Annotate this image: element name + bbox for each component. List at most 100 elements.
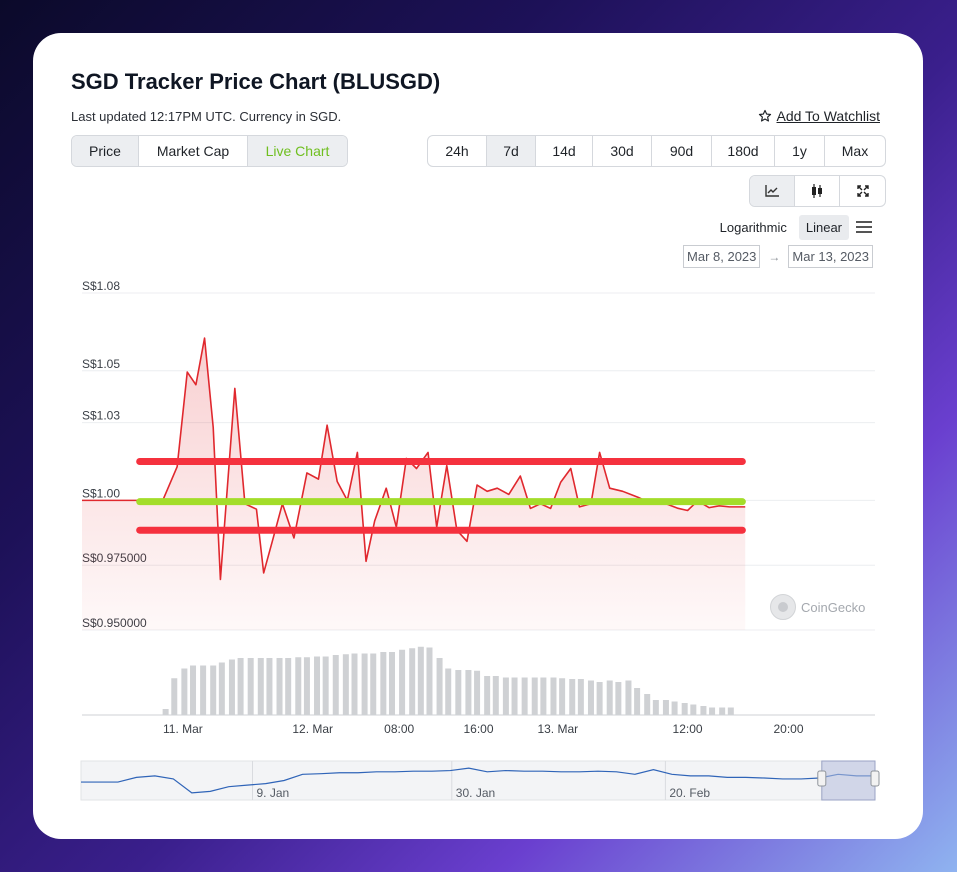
price-area bbox=[82, 338, 746, 630]
volume-bar bbox=[257, 658, 264, 715]
navigator-tick-label: 9. Jan bbox=[257, 786, 290, 800]
range-7d[interactable]: 7d bbox=[487, 136, 536, 166]
candlestick-icon bbox=[812, 184, 822, 198]
volume-bar bbox=[559, 678, 566, 715]
volume-bar bbox=[162, 709, 169, 715]
volume-bar bbox=[540, 677, 547, 715]
x-tick-label: 16:00 bbox=[463, 722, 493, 736]
volume-bar bbox=[200, 665, 207, 715]
volume-bar bbox=[322, 656, 329, 715]
chart-type-toggle bbox=[749, 175, 886, 207]
volume-bar bbox=[388, 652, 395, 715]
volume-bar bbox=[237, 658, 244, 715]
x-tick-label: 20:00 bbox=[773, 722, 803, 736]
x-tick-label: 12. Mar bbox=[292, 722, 333, 736]
navigator-line bbox=[81, 767, 875, 794]
line-chart-button[interactable] bbox=[750, 176, 795, 206]
volume-bar bbox=[417, 646, 424, 715]
volume-bar bbox=[276, 658, 283, 715]
scale-logarithmic[interactable]: Logarithmic bbox=[719, 220, 787, 235]
volume-bar bbox=[351, 653, 358, 715]
volume-bar bbox=[210, 665, 217, 715]
volume-bar bbox=[652, 700, 659, 715]
volume-bar bbox=[285, 658, 292, 715]
view-tabs: Price Market Cap Live Chart bbox=[71, 135, 348, 167]
volume-bar bbox=[727, 707, 734, 715]
coingecko-logo-icon bbox=[770, 594, 796, 620]
volume-bar bbox=[361, 653, 368, 715]
volume-bar bbox=[314, 656, 321, 715]
candlestick-button[interactable] bbox=[795, 176, 840, 206]
range-14d[interactable]: 14d bbox=[536, 136, 593, 166]
volume-bar bbox=[465, 670, 472, 715]
fullscreen-button[interactable] bbox=[840, 176, 885, 206]
volume-bar bbox=[615, 682, 622, 715]
line-chart-icon bbox=[765, 185, 779, 197]
x-tick-label: 13. Mar bbox=[537, 722, 578, 736]
volume-bar bbox=[502, 677, 509, 715]
volume-bar bbox=[171, 678, 178, 715]
volume-bar bbox=[492, 676, 499, 715]
navigator-handle-left[interactable] bbox=[817, 770, 827, 787]
volume-bar bbox=[399, 649, 406, 715]
hamburger-menu-icon[interactable] bbox=[856, 221, 872, 233]
page-title: SGD Tracker Price Chart (BLUSGD) bbox=[71, 69, 441, 94]
volume-bar bbox=[445, 668, 452, 715]
x-tick-label: 12:00 bbox=[673, 722, 703, 736]
range-180d[interactable]: 180d bbox=[712, 136, 775, 166]
range-tabs: 24h 7d 14d 30d 90d 180d 1y Max bbox=[427, 135, 886, 167]
volume-bar bbox=[181, 668, 188, 715]
volume-bar bbox=[426, 647, 433, 715]
volume-bar bbox=[644, 694, 651, 715]
range-max[interactable]: Max bbox=[841, 143, 869, 159]
tab-market-cap[interactable]: Market Cap bbox=[139, 136, 248, 166]
volume-bar bbox=[190, 665, 197, 715]
date-to-input[interactable]: Mar 13, 2023 bbox=[788, 245, 873, 268]
last-updated-text: Last updated 12:17PM UTC. Currency in SG… bbox=[71, 109, 342, 124]
volume-bar bbox=[511, 677, 518, 715]
range-1y[interactable]: 1y bbox=[775, 136, 825, 166]
x-tick-label: 11. Mar bbox=[163, 722, 203, 736]
volume-bar bbox=[671, 701, 678, 715]
volume-bar bbox=[332, 655, 339, 715]
volume-bar bbox=[606, 680, 613, 715]
volume-bar bbox=[531, 677, 538, 715]
y-tick-label: S$1.05 bbox=[82, 357, 120, 371]
volume-bar bbox=[662, 700, 669, 715]
volume-bar bbox=[577, 679, 584, 715]
volume-bar bbox=[342, 654, 349, 715]
add-to-watchlist-link[interactable]: Add To Watchlist bbox=[758, 108, 880, 124]
volume-bar bbox=[521, 677, 528, 715]
range-90d[interactable]: 90d bbox=[652, 136, 712, 166]
volume-bar bbox=[550, 677, 557, 715]
volume-bar bbox=[370, 653, 377, 715]
tab-live-chart[interactable]: Live Chart bbox=[248, 136, 347, 166]
volume-bar bbox=[625, 680, 632, 715]
navigator-tick-label: 30. Jan bbox=[456, 786, 495, 800]
navigator-handle-right[interactable] bbox=[870, 770, 880, 787]
volume-bar bbox=[380, 652, 387, 715]
volume-bar bbox=[681, 703, 688, 715]
navigator-background bbox=[80, 760, 876, 801]
tab-price[interactable]: Price bbox=[72, 136, 139, 166]
volume-bar bbox=[484, 676, 491, 715]
range-30d[interactable]: 30d bbox=[593, 136, 652, 166]
coingecko-watermark: CoinGecko bbox=[770, 594, 865, 620]
volume-bar bbox=[218, 662, 225, 715]
y-tick-label: S$1.03 bbox=[82, 409, 120, 423]
navigator-selection bbox=[821, 760, 876, 801]
navigator-tick-label: 20. Feb bbox=[669, 786, 710, 800]
fullscreen-icon bbox=[856, 185, 869, 197]
volume-bar bbox=[690, 704, 697, 715]
volume-bar bbox=[303, 657, 310, 715]
watermark-label: CoinGecko bbox=[801, 599, 866, 615]
volume-bar bbox=[409, 648, 416, 715]
scale-linear[interactable]: Linear bbox=[798, 215, 849, 240]
x-tick-label: 08:00 bbox=[384, 722, 414, 736]
volume-bar bbox=[455, 670, 462, 715]
range-24h[interactable]: 24h bbox=[428, 136, 487, 166]
volume-bar bbox=[709, 707, 716, 715]
scale-toggle: Logarithmic Linear bbox=[716, 215, 849, 240]
date-from-input[interactable]: Mar 8, 2023 bbox=[683, 245, 761, 268]
